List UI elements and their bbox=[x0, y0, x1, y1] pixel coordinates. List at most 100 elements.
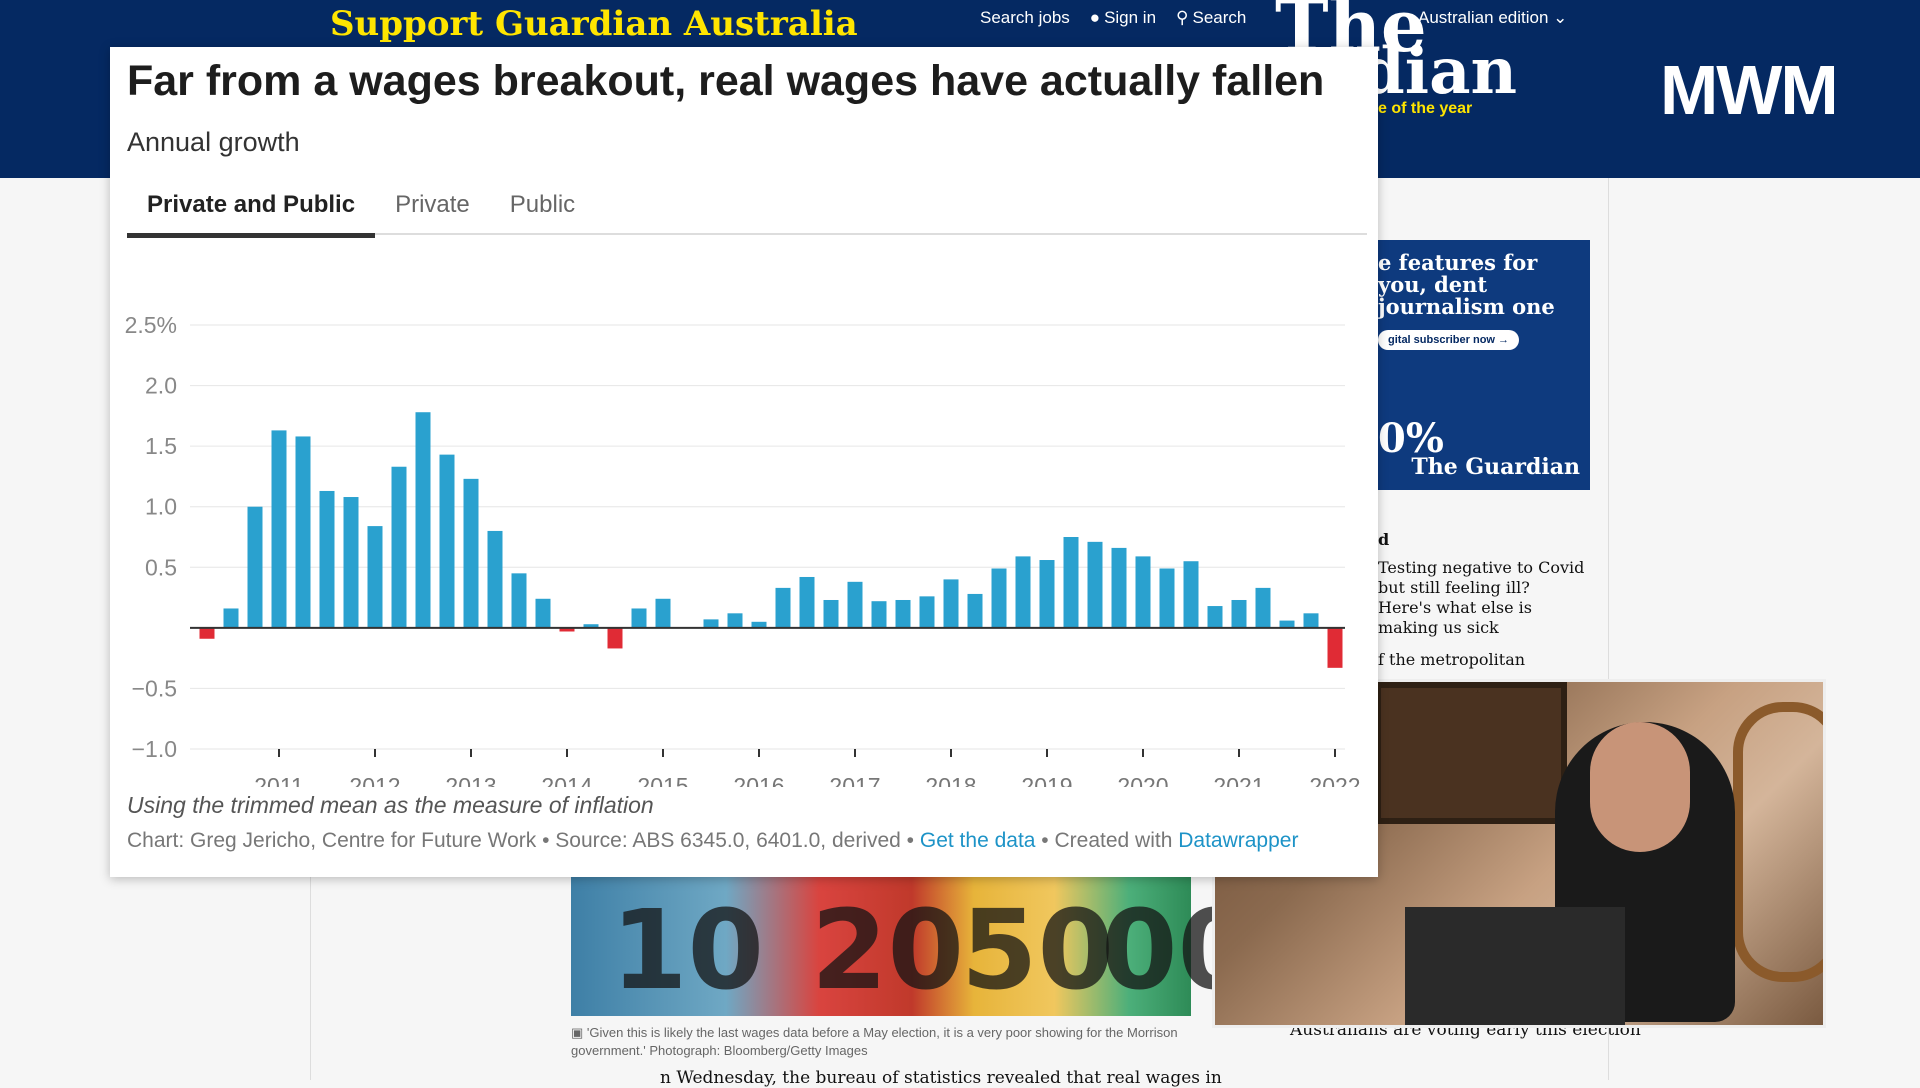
bar bbox=[367, 526, 383, 628]
bar bbox=[1135, 556, 1151, 628]
y-tick-label: 1.5 bbox=[145, 433, 177, 459]
sidebar-story-link[interactable]: Testing negative to Covid but still feel… bbox=[1378, 558, 1585, 637]
wall-mirror bbox=[1733, 702, 1823, 982]
edition-label: Australian edition bbox=[1418, 8, 1549, 27]
bar bbox=[415, 412, 431, 628]
bar bbox=[895, 599, 911, 628]
bar bbox=[631, 608, 647, 628]
y-tick-label: −1.0 bbox=[132, 736, 177, 762]
x-tick-label: 2017 bbox=[829, 773, 880, 787]
bar bbox=[943, 579, 959, 628]
bar bbox=[223, 608, 239, 628]
bar bbox=[823, 599, 839, 628]
y-tick-label: 2.5% bbox=[125, 312, 177, 338]
ad-headline: e features for you, dent journalism one bbox=[1378, 250, 1555, 319]
bar bbox=[847, 581, 863, 628]
camera-icon: ▣ bbox=[571, 1025, 584, 1040]
bar bbox=[1063, 537, 1079, 628]
wall-picture bbox=[1375, 682, 1567, 824]
source-text: Chart: Greg Jericho, Centre for Future W… bbox=[127, 829, 920, 852]
datawrapper-link[interactable]: Datawrapper bbox=[1178, 829, 1299, 852]
bar bbox=[703, 619, 719, 628]
x-tick-label: 2015 bbox=[637, 773, 688, 787]
bar bbox=[1303, 613, 1319, 628]
bar bbox=[655, 598, 671, 628]
bar bbox=[583, 624, 599, 628]
article-body: n Wednesday, the bureau of statistics re… bbox=[660, 1068, 1222, 1088]
tab-private-and-public[interactable]: Private and Public bbox=[127, 187, 376, 238]
bar bbox=[967, 593, 983, 628]
bar bbox=[1015, 556, 1031, 628]
banknotes-photo: 10 20 50 00 bbox=[571, 876, 1254, 1016]
bar bbox=[1183, 561, 1199, 628]
bar bbox=[1327, 627, 1343, 668]
ad-big-number: 0% bbox=[1378, 415, 1444, 462]
get-data-link[interactable]: Get the data bbox=[919, 829, 1036, 852]
chart-tabs: Private and Public Private Public bbox=[127, 187, 1367, 238]
sign-in-label: Sign in bbox=[1104, 8, 1157, 27]
bar bbox=[271, 430, 287, 628]
chart-title: Far from a wages breakout, real wages ha… bbox=[127, 57, 1325, 105]
sidebar-section-heading: d bbox=[1378, 530, 1390, 549]
bar bbox=[1111, 547, 1127, 628]
x-tick-label: 2014 bbox=[541, 773, 592, 787]
bar bbox=[1207, 606, 1223, 628]
bar bbox=[247, 506, 263, 628]
ad-logo: The Guardian bbox=[1411, 454, 1580, 480]
bar bbox=[559, 627, 575, 632]
bar bbox=[1159, 568, 1175, 628]
top-links: Search jobs ● Sign in ⚲ Search bbox=[980, 8, 1246, 28]
source-mid-text: • Created with bbox=[1035, 829, 1179, 852]
bar bbox=[1087, 541, 1103, 628]
bar bbox=[607, 627, 623, 649]
x-tick-label: 2021 bbox=[1213, 773, 1264, 787]
bar bbox=[295, 436, 311, 628]
webcam-overlay bbox=[1212, 679, 1826, 1028]
support-banner[interactable]: Support Guardian Australia bbox=[330, 4, 858, 44]
chart-note: Using the trimmed mean as the measure of… bbox=[127, 792, 654, 818]
presenter-head bbox=[1590, 722, 1690, 852]
bar bbox=[919, 596, 935, 628]
bar bbox=[511, 573, 527, 628]
bar bbox=[1039, 560, 1055, 628]
bar bbox=[535, 598, 551, 628]
tab-public[interactable]: Public bbox=[509, 191, 576, 218]
ad-button[interactable]: gital subscriber now → bbox=[1378, 330, 1520, 350]
bar bbox=[871, 601, 887, 628]
x-tick-label: 2013 bbox=[445, 773, 496, 787]
bar bbox=[1231, 599, 1247, 628]
bar bbox=[751, 621, 767, 628]
y-tick-label: −0.5 bbox=[132, 675, 177, 701]
search-label: Search bbox=[1192, 8, 1247, 27]
bar bbox=[319, 490, 335, 628]
sign-in-link[interactable]: ● Sign in bbox=[1090, 8, 1156, 28]
bar bbox=[487, 530, 503, 628]
column-divider bbox=[1608, 178, 1609, 1080]
chart-subtitle: Annual growth bbox=[127, 127, 300, 157]
chevron-down-icon: ⌄ bbox=[1553, 8, 1568, 27]
subscription-ad[interactable]: e features for you, dent journalism one … bbox=[1378, 240, 1590, 490]
y-tick-label: 0.5 bbox=[145, 554, 177, 580]
x-tick-label: 2018 bbox=[925, 773, 976, 787]
photo-digit: 20 bbox=[811, 886, 965, 1014]
edition-selector[interactable]: Australian edition ⌄ bbox=[1418, 8, 1567, 28]
bar bbox=[439, 454, 455, 628]
chart-card: Far from a wages breakout, real wages ha… bbox=[110, 47, 1378, 877]
bar bbox=[727, 613, 743, 628]
bar bbox=[391, 466, 407, 628]
sidebar-story-link[interactable]: f the metropolitan bbox=[1378, 650, 1526, 669]
photo-digit: 10 bbox=[611, 886, 765, 1014]
search-link[interactable]: ⚲ Search bbox=[1176, 8, 1246, 28]
x-tick-label: 2022 bbox=[1309, 773, 1360, 787]
x-tick-label: 2020 bbox=[1117, 773, 1168, 787]
x-tick-label: 2012 bbox=[349, 773, 400, 787]
photo-caption: ▣ 'Given this is likely the last wages d… bbox=[571, 1024, 1191, 1060]
bar bbox=[1279, 620, 1295, 628]
search-jobs-link[interactable]: Search jobs bbox=[980, 8, 1070, 27]
bar bbox=[1255, 587, 1271, 628]
guardian-logo-bottom[interactable]: dian bbox=[1360, 34, 1518, 109]
tab-private[interactable]: Private bbox=[395, 191, 470, 218]
bar bbox=[775, 587, 791, 628]
y-tick-label: 1.0 bbox=[145, 494, 177, 520]
chart-source: Chart: Greg Jericho, Centre for Future W… bbox=[127, 829, 1298, 853]
